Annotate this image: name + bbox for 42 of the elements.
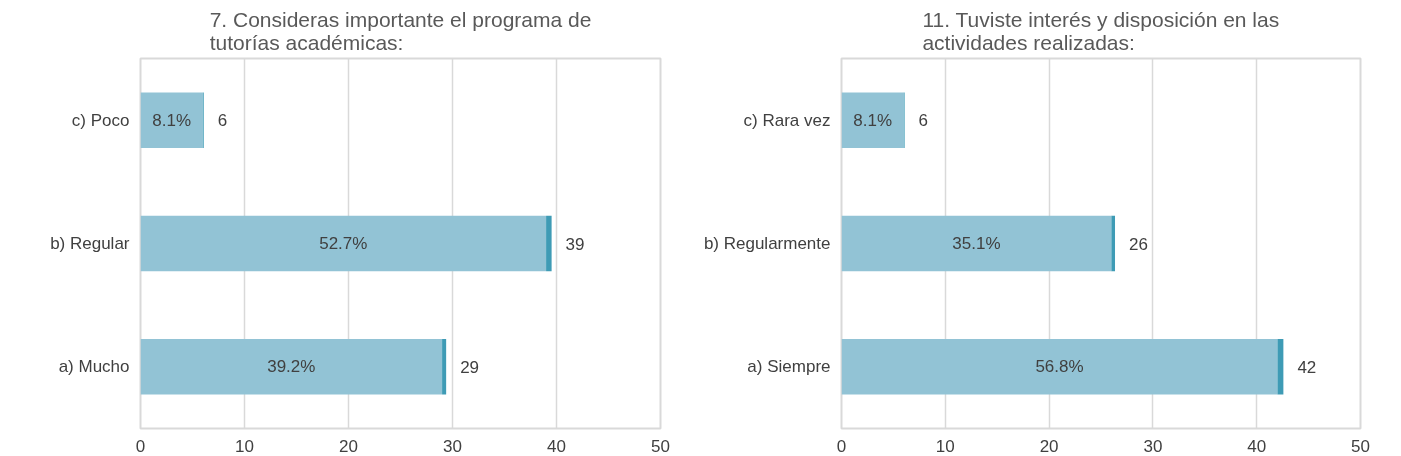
data-label: 6 xyxy=(918,111,929,131)
x-tick-label: 30 xyxy=(443,436,462,456)
bar xyxy=(442,339,447,395)
annotation: 56.8% xyxy=(1035,357,1084,377)
bar xyxy=(140,215,547,272)
annotation: 8.1% xyxy=(853,110,893,130)
x-tick-label: 50 xyxy=(651,436,670,456)
x-tick-label: 20 xyxy=(1039,436,1059,456)
x-tick-label: 10 xyxy=(935,436,955,456)
y-tick-label: a) Siempre xyxy=(747,357,831,377)
annotation: 52.7% xyxy=(319,234,368,253)
bar xyxy=(546,215,552,272)
chart-title: 7. Consideras importante el programa de tutorías académicas: xyxy=(209,7,592,54)
bar xyxy=(140,339,443,395)
x-tick-label: 50 xyxy=(1351,436,1370,456)
bar xyxy=(1277,339,1284,395)
data-label: 39 xyxy=(565,234,585,254)
x-tick-label: 20 xyxy=(339,436,358,456)
annotation: 35.1% xyxy=(952,234,1001,253)
annotation: 8.1% xyxy=(152,110,192,130)
bar xyxy=(841,92,904,148)
data-label: 42 xyxy=(1297,357,1317,377)
bar xyxy=(1111,215,1116,272)
y-tick-label: c) Poco xyxy=(71,110,130,130)
chart-title: 11. Tuviste interés y disposición en las actividades realizadas: xyxy=(922,7,1280,54)
x-tick-label: 40 xyxy=(1247,436,1267,456)
y-tick-label: a) Mucho xyxy=(58,357,130,377)
x-tick-label: 0 xyxy=(135,436,146,456)
bar xyxy=(140,92,203,148)
x-tick-label: 10 xyxy=(235,436,254,456)
x-tick-label: 40 xyxy=(547,436,566,456)
y-tick-label: c) Rara vez xyxy=(743,110,831,130)
data-label: 29 xyxy=(460,357,480,377)
x-tick-label: 0 xyxy=(836,436,847,456)
y-tick-label: b) Regular xyxy=(50,234,130,253)
data-label: 6 xyxy=(217,111,228,131)
y-tick-label: b) Regularmente xyxy=(703,234,831,253)
x-tick-label: 30 xyxy=(1143,436,1163,456)
bar xyxy=(841,215,1112,272)
annotation: 39.2% xyxy=(267,357,316,377)
data-label: 26 xyxy=(1129,234,1148,254)
bar xyxy=(841,339,1278,395)
